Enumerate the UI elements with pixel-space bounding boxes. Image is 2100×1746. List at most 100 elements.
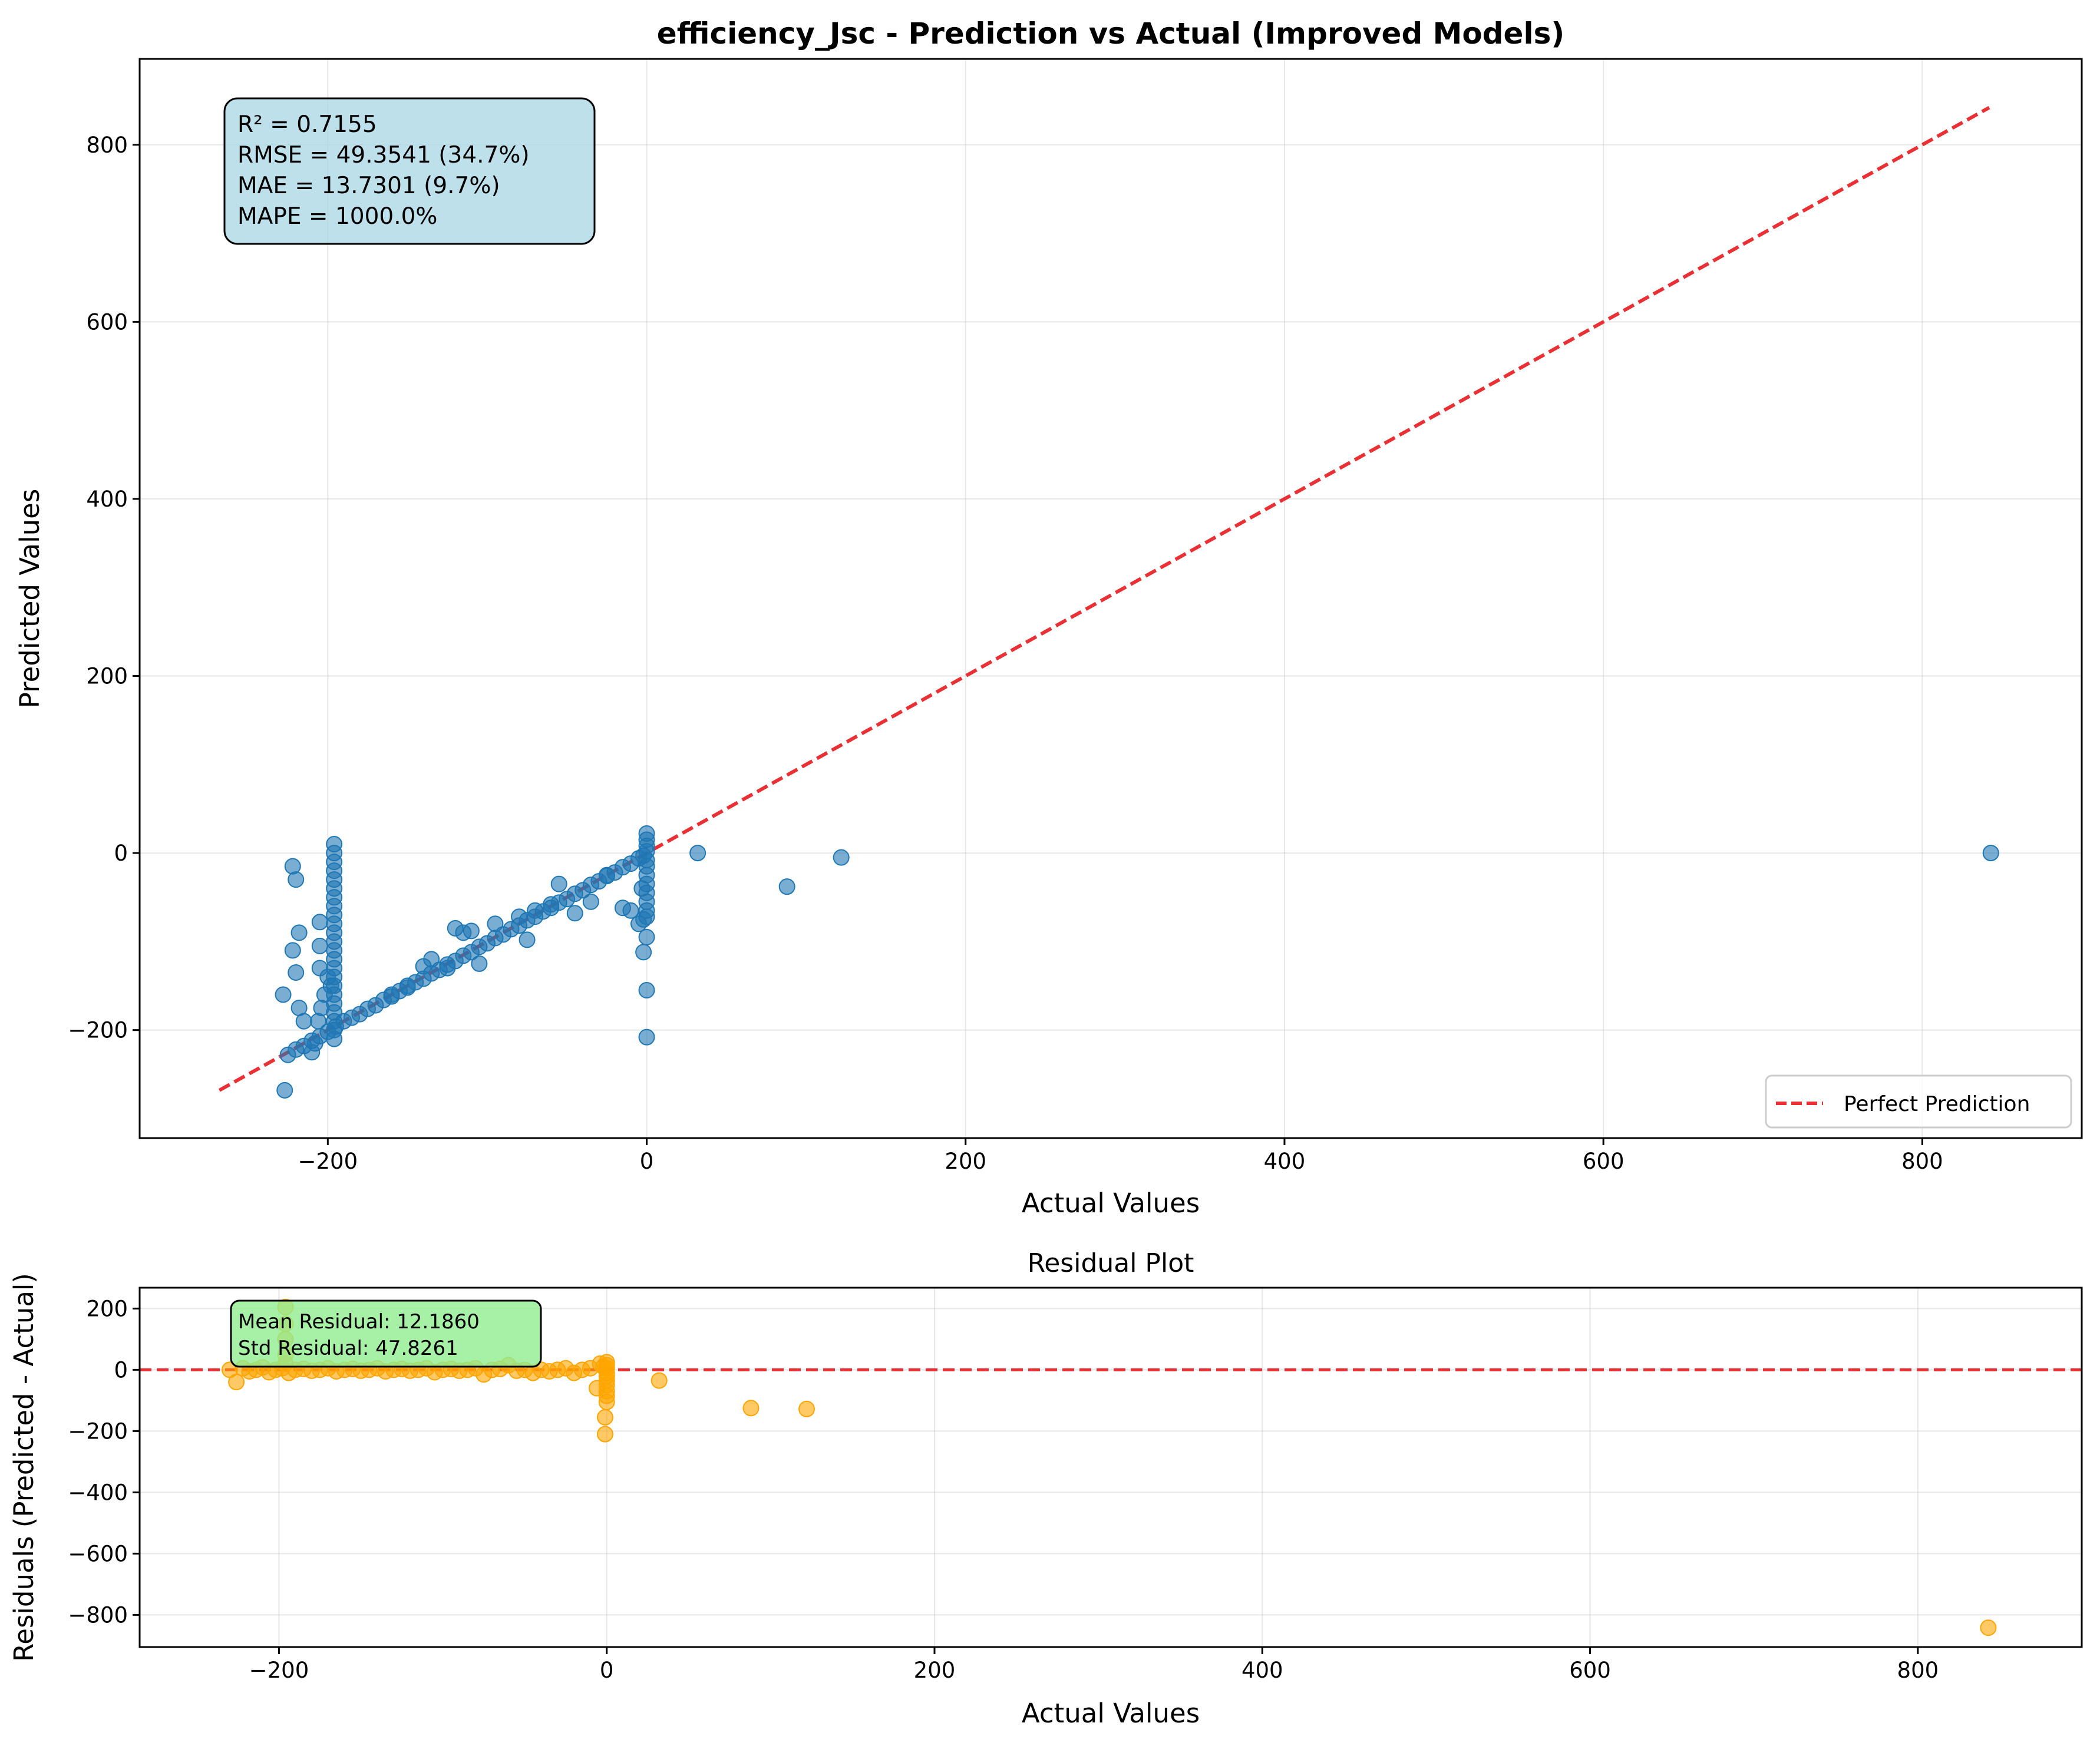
top-data-point xyxy=(439,960,456,977)
top-data-point xyxy=(311,960,328,977)
bottom-x-axis-ticks: −200 0 200 400 600 800 xyxy=(249,1647,1939,1683)
top-x-axis-ticks: −200 0 200 400 600 800 xyxy=(298,1138,1943,1174)
bottom-x-tick-label: 800 xyxy=(1897,1658,1939,1683)
bottom-data-point xyxy=(742,1400,760,1417)
top-data-point xyxy=(527,902,544,919)
top-data-point xyxy=(303,1044,321,1061)
top-data-point xyxy=(284,942,301,959)
top-y-tick-label: 200 xyxy=(86,664,128,689)
bottom-data-point xyxy=(596,1408,613,1426)
bottom-data-point xyxy=(598,1393,615,1410)
perfect-prediction-line xyxy=(218,106,1990,1092)
bottom-y-axis-label: Residuals (Predicted - Actual) xyxy=(8,1273,39,1662)
top-data-point xyxy=(310,1013,327,1030)
top-data-point xyxy=(290,1000,308,1017)
top-y-tick-label: −200 xyxy=(68,1018,128,1043)
residual-chart-title: Residual Plot xyxy=(1028,1248,1194,1278)
main-chart-title: efficiency_Jsc - Prediction vs Actual (I… xyxy=(657,16,1564,51)
top-y-tick-label: 800 xyxy=(86,133,128,158)
top-x-tick-label: 200 xyxy=(945,1149,986,1174)
top-data-point xyxy=(543,896,560,913)
residual-box-background xyxy=(230,1299,542,1368)
metric-rmse: RMSE = 49.3541 (34.7%) xyxy=(237,142,530,168)
residual-panel: Residual Plot −200 0 200 400 600 800 2000−200… xyxy=(8,1248,2083,1729)
top-data-point xyxy=(311,937,328,954)
top-data-point xyxy=(383,986,400,1003)
bottom-x-tick-label: 0 xyxy=(600,1658,614,1683)
top-data-point xyxy=(423,951,440,968)
top-x-tick-label: −200 xyxy=(298,1149,358,1174)
top-data-point xyxy=(633,880,651,897)
top-data-point xyxy=(566,905,583,922)
top-data-point xyxy=(275,986,292,1003)
top-data-point xyxy=(635,944,652,961)
top-data-point xyxy=(487,915,504,932)
prediction-vs-actual-panel: efficiency_Jsc - Prediction vs Actual (I… xyxy=(14,16,2083,1219)
metrics-stats-box: R² = 0.7155 RMSE = 49.3541 (34.7%) MAE =… xyxy=(223,97,596,245)
bottom-y-tick-label: −800 xyxy=(68,1602,128,1628)
metric-r2: R² = 0.7155 xyxy=(237,111,377,138)
top-data-point xyxy=(519,931,536,948)
top-y-tick-label: 0 xyxy=(114,841,128,866)
perfect-prediction-line-group xyxy=(218,106,1990,1092)
bottom-y-tick-label: −200 xyxy=(68,1418,128,1444)
top-data-point xyxy=(638,1029,655,1046)
top-data-point xyxy=(399,977,416,994)
bottom-y-tick-label: 0 xyxy=(114,1357,128,1383)
top-data-point xyxy=(326,1030,343,1047)
top-data-point xyxy=(288,964,305,981)
top-data-point xyxy=(833,849,850,866)
top-data-point xyxy=(638,928,655,945)
bottom-y-axis-ticks: 200 0 −200 −400 −600 −800 xyxy=(68,1296,140,1628)
legend-entry-perfect-prediction: Perfect Prediction xyxy=(1844,1092,2030,1116)
metric-mae: MAE = 13.7301 (9.7%) xyxy=(237,173,500,199)
top-data-point xyxy=(1982,845,1999,862)
top-x-tick-label: 600 xyxy=(1583,1149,1624,1174)
legend-frame xyxy=(1765,1074,2072,1129)
bottom-data-point xyxy=(651,1372,668,1389)
top-plot-frame xyxy=(138,58,2083,1139)
metrics-box-background xyxy=(223,97,596,245)
top-y-axis-label: Predicted Values xyxy=(14,489,45,709)
top-data-points xyxy=(275,825,1999,1099)
top-data-point xyxy=(550,875,567,892)
bottom-plot-frame xyxy=(138,1287,2083,1648)
top-data-point xyxy=(778,878,795,895)
top-data-point xyxy=(463,922,480,940)
bottom-y-tick-label: −400 xyxy=(68,1480,128,1505)
top-data-point xyxy=(630,915,648,932)
top-y-tick-label: 400 xyxy=(86,487,128,512)
top-data-point xyxy=(511,908,528,925)
top-x-tick-label: 800 xyxy=(1901,1149,1943,1174)
top-data-point xyxy=(638,982,655,999)
bottom-x-axis-label: Actual Values xyxy=(1022,1698,1200,1729)
bottom-data-point xyxy=(228,1374,245,1391)
bottom-data-point xyxy=(596,1426,613,1443)
top-x-axis-label: Actual Values xyxy=(1022,1188,1200,1219)
top-data-point xyxy=(582,893,599,910)
top-data-point xyxy=(284,858,301,875)
top-data-point xyxy=(471,955,488,972)
top-data-point xyxy=(622,902,639,919)
bottom-x-tick-label: 200 xyxy=(914,1658,956,1683)
bottom-y-tick-label: 200 xyxy=(86,1296,128,1321)
mean-residual: Mean Residual: 12.1860 xyxy=(238,1310,480,1334)
bottom-x-tick-label: −200 xyxy=(249,1658,309,1683)
legend: Perfect Prediction xyxy=(1765,1074,2072,1129)
top-data-point xyxy=(290,924,308,941)
top-y-axis-ticks: −200 0 200 400 600 800 xyxy=(68,133,140,1043)
bottom-x-tick-label: 400 xyxy=(1241,1658,1283,1683)
metric-mape: MAPE = 1000.0% xyxy=(237,203,437,230)
top-x-tick-label: 400 xyxy=(1264,1149,1306,1174)
bottom-data-point xyxy=(1980,1619,1997,1636)
top-data-point xyxy=(598,867,615,884)
top-y-tick-label: 600 xyxy=(86,309,128,335)
top-data-point xyxy=(276,1082,293,1099)
residual-data-points xyxy=(221,1298,1997,1636)
top-data-point xyxy=(689,845,706,862)
bottom-y-tick-label: −600 xyxy=(68,1541,128,1566)
bottom-x-tick-label: 600 xyxy=(1569,1658,1611,1683)
std-residual: Std Residual: 47.8261 xyxy=(238,1337,458,1360)
bottom-data-point xyxy=(798,1400,815,1417)
